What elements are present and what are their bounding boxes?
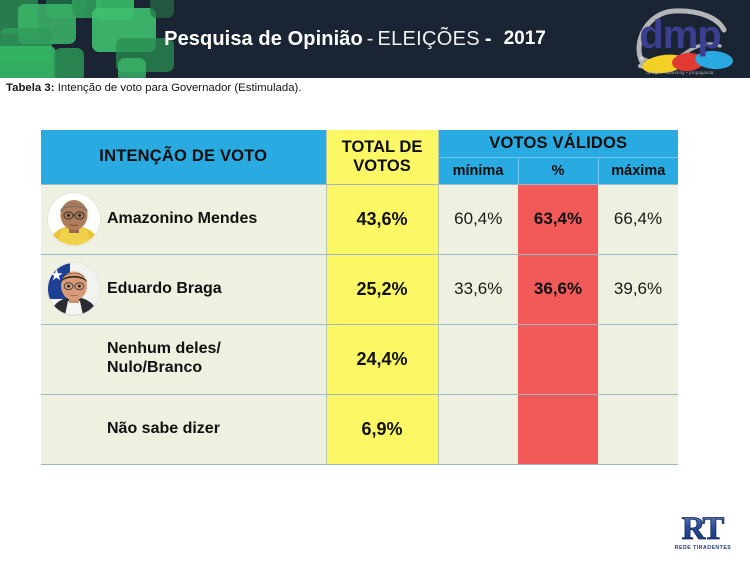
banner-title-dash: - [484,27,492,50]
column-header-maxima: máxima [597,157,679,184]
valid-votes-maxima-value: 66,4% [598,183,679,254]
valid-votes-percent-value: 36,6% [518,253,599,324]
total-votes-value: 6,9% [325,393,439,465]
banner-title: Pesquisa de Opinião - ELEIÇÕES - 2017 [0,0,750,78]
valid-votes-minima-value [438,393,519,465]
candidate-photo-cell [41,183,107,254]
dmp-logo-tagline: design • marketing • propaganda [646,70,714,75]
total-votes-value: 24,4% [325,323,439,394]
valid-votes-percent-value: 63,4% [518,183,599,254]
table-header: INTENÇÃO DE VOTO TOTAL DE VOTOS VOTOS VÁ… [41,130,679,184]
valid-votes-maxima-value [598,323,679,394]
table-row: Amazonino Mendes 43,6% 60,4% 63,4% 66,4% [41,183,679,254]
candidate-name: Eduardo Braga [107,253,327,324]
table-header-row-sub: mínima % máxima [41,157,679,184]
table-row: Nenhum deles/ Nulo/Branco 24,4% [41,323,679,394]
rede-tiradentes-logo-icon: RT REDE TIRADENTES [675,511,732,551]
banner-title-main: Pesquisa de Opinião [164,27,363,50]
table-row: Eduardo Braga 25,2% 33,6% 36,6% 39,6% [41,253,679,324]
table-caption-label: Tabela 3: [6,82,55,94]
valid-votes-minima-value [438,323,519,394]
dmp-logo: dmp design • marketing • propaganda [622,2,738,76]
header-banner: Pesquisa de Opinião - ELEIÇÕES - 2017 dm… [0,0,750,78]
avatar-portrait-icon [48,263,100,315]
column-header-percent: % [517,157,599,184]
banner-year: 2017 [503,28,546,49]
poll-results-table: INTENÇÃO DE VOTO TOTAL DE VOTOS VOTOS VÁ… [41,130,679,465]
table-caption: Tabela 3: Intenção de voto para Governad… [6,82,301,94]
svg-text:RT: RT [682,511,725,547]
option-label: Não sabe dizer [107,393,327,465]
svg-text:dmp: dmp [639,13,720,57]
valid-votes-maxima-value: 39,6% [598,253,679,324]
column-header-minima: mínima [437,157,519,184]
valid-votes-minima-value: 33,6% [438,253,519,324]
candidate-photo-cell [41,323,107,394]
valid-votes-minima-value: 60,4% [438,183,519,254]
dmp-logo-icon: dmp [636,8,733,74]
rede-tiradentes-logo: RT REDE TIRADENTES [664,507,742,553]
table-caption-text: Intenção de voto para Governador (Estimu… [54,82,302,94]
valid-votes-percent-value [518,323,599,394]
candidate-photo-cell [41,393,107,465]
table-header-row-top: INTENÇÃO DE VOTO TOTAL DE VOTOS VOTOS VÁ… [41,130,679,184]
rede-tiradentes-tagline: REDE TIRADENTES [675,545,732,551]
banner-title-separator: - [366,27,374,50]
total-votes-value: 25,2% [325,253,439,324]
column-header-votos-validos: VOTOS VÁLIDOS [438,130,679,158]
column-header-intencao-de-voto: INTENÇÃO DE VOTO [41,130,327,184]
avatar-portrait-icon [48,193,100,245]
candidate-photo-cell [41,253,107,324]
option-label-line1: Nenhum deles/ [107,340,221,358]
eduardo-braga-photo [48,263,100,315]
option-label-line2: Nulo/Branco [107,359,203,376]
table-row: Não sabe dizer 6,9% [41,393,679,465]
option-label: Nenhum deles/ Nulo/Branco [107,323,327,394]
candidate-name: Amazonino Mendes [107,183,327,254]
banner-title-sub: ELEIÇÕES [377,27,480,50]
amazonino-mendes-photo [48,193,100,245]
table-body: Amazonino Mendes 43,6% 60,4% 63,4% 66,4% [41,183,679,465]
column-header-total-de-votos: TOTAL DE VOTOS [325,130,439,184]
valid-votes-percent-value [518,393,599,465]
banner-decoration [0,0,270,78]
valid-votes-maxima-value [598,393,679,465]
total-votes-value: 43,6% [325,183,439,254]
